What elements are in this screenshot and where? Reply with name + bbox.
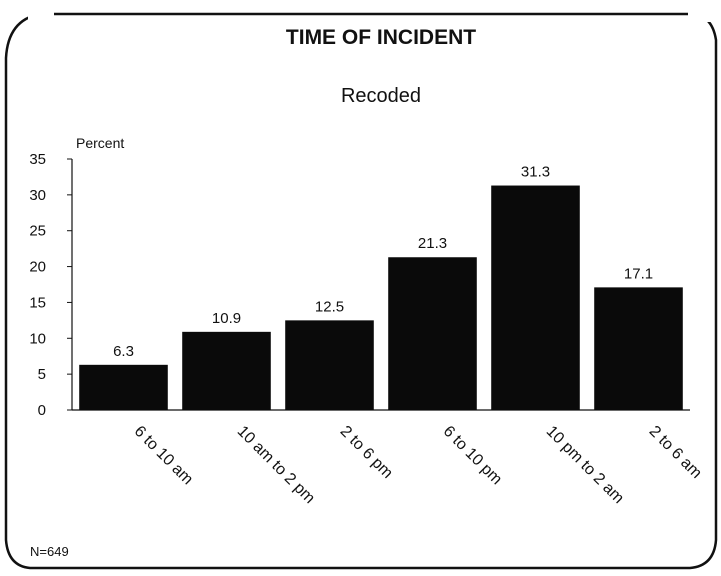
x-tick-label: 6 to 10 pm [440,423,505,488]
bar-series [79,185,683,410]
chart-title: TIME OF INCIDENT [286,26,476,49]
y-tick-label: 15 [29,294,46,311]
bar [594,287,683,410]
chart-subtitle: Recoded [341,85,421,107]
y-tick-label: 10 [29,330,46,347]
bar-value-label: 12.5 [315,298,344,315]
bar [79,364,168,410]
y-axis-label: Percent [76,135,124,151]
y-axis-ticks: 0 5 10 15 20 25 30 35 [29,151,72,419]
x-tick-label: 10 am to 2 pm [234,423,318,507]
y-tick-label: 5 [38,366,46,383]
bar-value-label: 21.3 [418,235,447,252]
x-tick-label: 2 to 6 pm [337,423,396,482]
bar-value-label: 6.3 [113,343,134,360]
bar-value-label: 10.9 [212,310,241,327]
bar [182,331,271,410]
y-tick-label: 35 [29,151,46,168]
bar [285,320,374,410]
bar-value-label: 17.1 [624,265,653,282]
bar [491,185,580,410]
chart-frame [4,12,718,570]
bar-value-label: 31.3 [521,164,550,181]
y-tick-label: 25 [29,223,46,240]
bar [388,257,477,410]
x-tick-label: 10 pm to 2 am [543,423,627,507]
x-tick-label: 6 to 10 am [131,423,196,488]
x-axis-tick-labels: 6 to 10 am 10 am to 2 pm 2 to 6 pm 6 to 10 … [131,423,705,507]
y-tick-label: 20 [29,259,46,276]
y-tick-label: 0 [38,402,46,419]
bar-value-labels: 6.3 10.9 12.5 21.3 31.3 17.1 [113,164,653,360]
sample-size-note: N=649 [30,544,69,559]
x-tick-label: 2 to 6 am [646,423,705,482]
y-tick-label: 30 [29,187,46,204]
